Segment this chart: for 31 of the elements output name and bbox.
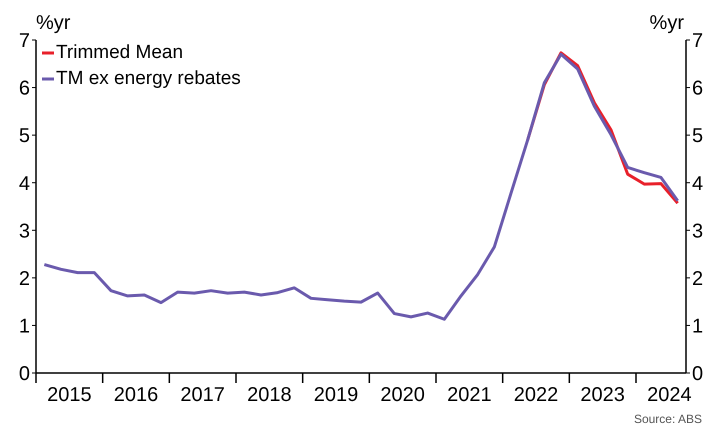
y2-tick-label: 7 xyxy=(692,30,704,52)
legend-label: Trimmed Mean xyxy=(56,42,184,64)
x-tick-label: 2021 xyxy=(447,384,492,406)
y2-tick-label: 6 xyxy=(692,78,704,100)
y-tick-label: 6 xyxy=(18,78,30,100)
x-tick-label: 2022 xyxy=(514,384,558,406)
x-tick-label: 2015 xyxy=(47,384,92,406)
y-tick-label: 1 xyxy=(18,316,30,338)
x-tick-label: 2024 xyxy=(647,384,692,406)
x-tick-label: 2017 xyxy=(180,384,225,406)
y-tick-label: 0 xyxy=(18,363,30,386)
y-tick-label: 2 xyxy=(18,268,30,290)
y2-axis-title: %yr xyxy=(650,12,684,35)
x-tick-label: 2018 xyxy=(247,384,292,406)
y2-tick-label: 0 xyxy=(692,363,704,386)
x-tick-label: 2020 xyxy=(380,384,425,406)
y-tick-label: 7 xyxy=(18,30,30,52)
x-tick-label: 2016 xyxy=(114,384,158,406)
legend-label: TM ex energy rebates xyxy=(56,68,241,90)
y-tick-label: 5 xyxy=(18,125,30,148)
y2-tick-label: 3 xyxy=(692,220,704,242)
y2-tick-label: 2 xyxy=(692,268,704,290)
x-tick-label: 2019 xyxy=(314,384,358,406)
y2-tick-label: 1 xyxy=(692,316,704,338)
y-tick-label: 4 xyxy=(18,172,30,195)
y2-tick-label: 4 xyxy=(692,172,704,195)
source-note: Source: ABS xyxy=(634,412,702,426)
y-axis-title: %yr xyxy=(36,12,70,35)
y2-tick-label: 5 xyxy=(692,125,704,148)
y-tick-label: 3 xyxy=(18,220,30,242)
x-tick-label: 2023 xyxy=(580,384,625,406)
